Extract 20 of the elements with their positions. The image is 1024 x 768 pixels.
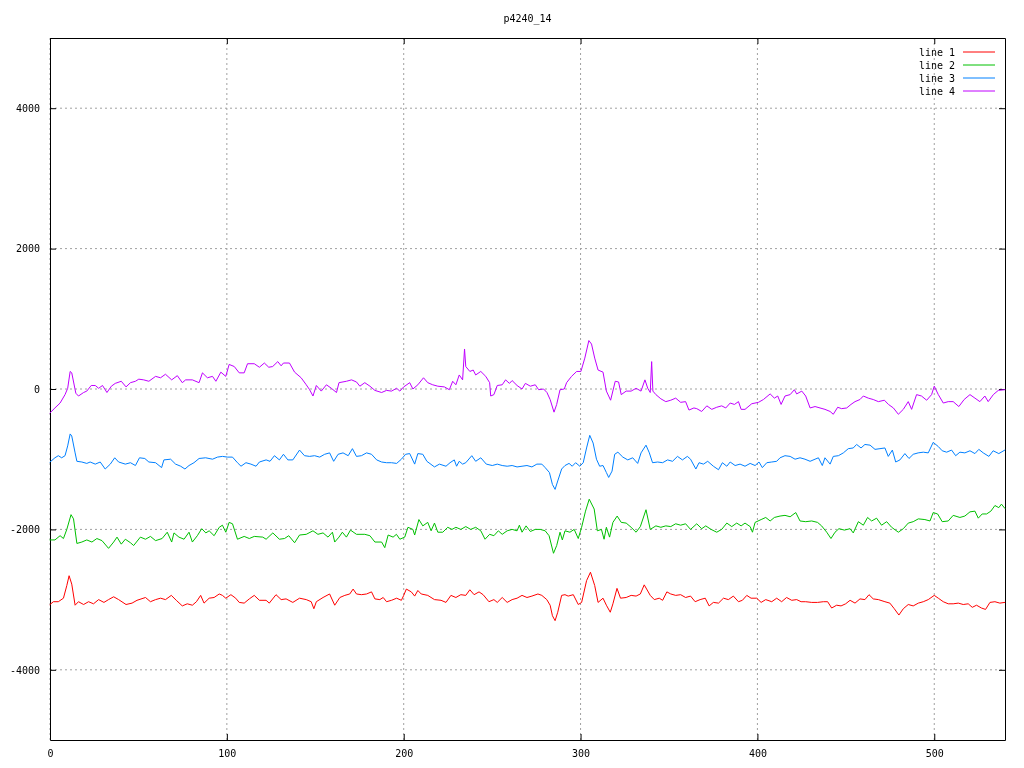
x-tick-label: 100 xyxy=(218,748,237,760)
legend-label: line 2 xyxy=(918,59,955,71)
x-tick-label: 500 xyxy=(925,748,944,760)
x-tick-label: 300 xyxy=(572,748,591,760)
line-series xyxy=(49,433,1006,490)
x-tick-label: 200 xyxy=(395,748,414,760)
line-series xyxy=(49,498,1006,554)
y-tick-label: -2000 xyxy=(9,524,40,536)
line-series xyxy=(49,340,1006,415)
y-tick-label: 4000 xyxy=(15,102,40,114)
y-tick-label: 2000 xyxy=(15,243,40,255)
x-tick-label: 0 xyxy=(47,748,54,760)
x-tick-label: 400 xyxy=(748,748,767,760)
legend-label: line 4 xyxy=(918,85,955,97)
legend-label: line 1 xyxy=(918,46,955,58)
chart-title: p4240_14 xyxy=(503,13,552,25)
legend-label: line 3 xyxy=(918,72,955,84)
line-series xyxy=(49,571,1006,622)
y-tick-label: 0 xyxy=(33,383,40,395)
y-tick-label: -4000 xyxy=(9,664,40,676)
